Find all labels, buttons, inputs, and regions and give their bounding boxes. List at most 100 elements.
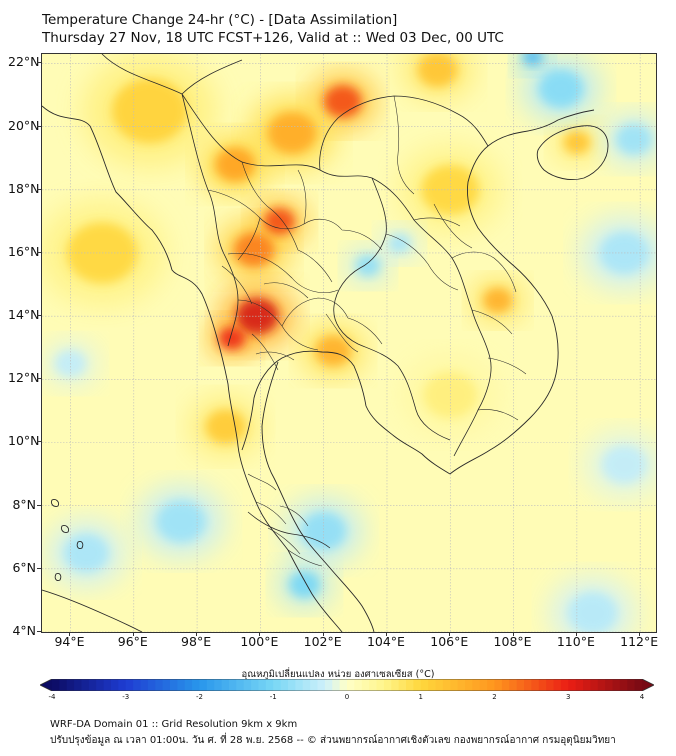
colorbar-cell	[605, 679, 613, 691]
lon-tick	[69, 632, 71, 636]
colorbar-cell	[317, 679, 326, 691]
colorbar-cell	[391, 679, 400, 691]
colorbar-cell	[487, 679, 495, 691]
colorbar-cell	[184, 679, 193, 691]
colorbar-tick-label: 2	[492, 693, 497, 701]
warm-anomaly-core	[218, 326, 246, 350]
colorbar-tick-label: -4	[48, 693, 56, 701]
colorbar-cell	[214, 679, 223, 691]
colorbar-tick-label: -3	[122, 693, 130, 701]
colorbar-cell	[339, 679, 348, 691]
lon-label: 98°E	[181, 634, 212, 649]
cool-anomaly-core	[568, 592, 618, 632]
lon-tick	[259, 632, 261, 636]
cool-anomaly-core	[156, 500, 206, 543]
lat-label: 18°N	[8, 180, 40, 196]
lat-tick	[37, 188, 41, 190]
lat-label: 14°N	[8, 307, 40, 323]
colorbar-cell	[494, 679, 503, 691]
colorbar-tick-label: 0	[344, 693, 350, 701]
colorbar-cell	[546, 679, 554, 691]
cool-anomaly-core	[301, 511, 346, 550]
coastlines-and-borders	[42, 54, 609, 632]
colorbar-cell	[450, 679, 459, 691]
cool-anomaly-core	[289, 571, 321, 598]
colorbar-cell	[206, 679, 215, 691]
colorbar-cell	[406, 679, 414, 691]
colorbar-cell	[376, 679, 385, 691]
colorbar-cells	[40, 679, 654, 691]
warm-anomaly-core	[111, 78, 188, 144]
cool-anomaly-core	[355, 255, 381, 277]
colorbar-cell	[81, 679, 90, 691]
colorbar-cell	[229, 679, 237, 691]
lon-tick	[196, 632, 198, 636]
colorbar-cell	[612, 679, 621, 691]
coastline-sumatra	[42, 589, 143, 632]
lat-tick	[37, 378, 41, 380]
temperature-change-map	[41, 53, 657, 633]
colorbar	[40, 679, 654, 691]
colorbar-cell	[597, 679, 606, 691]
colorbar-tick-label: -1	[269, 693, 277, 701]
colorbar-cell	[472, 679, 481, 691]
colorbar-cell	[147, 679, 156, 691]
coastline-vietnam	[449, 109, 595, 475]
lat-tick	[37, 567, 41, 569]
colorbar-cell	[103, 679, 112, 691]
colorbar-cell	[258, 679, 267, 691]
lat-tick	[37, 125, 41, 127]
lat-label: 10°N	[8, 433, 40, 449]
colorbar-tick-label: -2	[196, 693, 203, 701]
colorbar-cell	[243, 679, 252, 691]
colorbar-cell	[155, 679, 164, 691]
colorbar-cell	[302, 679, 311, 691]
colorbar-cell	[560, 679, 569, 691]
lat-tick	[37, 62, 41, 64]
coastline-gulf	[241, 350, 451, 632]
lon-tick	[322, 632, 324, 636]
colorbar-cell	[457, 679, 466, 691]
colorbar-cell	[310, 679, 318, 691]
colorbar-cell	[273, 679, 282, 691]
colorbar-cell	[177, 679, 186, 691]
lon-label: 96°E	[117, 634, 148, 649]
colorbar-cell	[88, 679, 97, 691]
colorbar-extend-low	[40, 679, 52, 691]
colorbar-cell	[553, 679, 562, 691]
anomaly-field	[42, 54, 656, 632]
colorbar-cell	[170, 679, 178, 691]
colorbar-cell	[590, 679, 599, 691]
colorbar-cell	[383, 679, 392, 691]
colorbar-cell	[324, 679, 333, 691]
warm-anomaly-core	[417, 54, 458, 87]
colorbar-cell	[479, 679, 488, 691]
colorbar-cell	[199, 679, 208, 691]
colorbar-cell	[568, 679, 577, 691]
warm-anomaly-core	[267, 112, 317, 154]
warm-anomaly-core	[205, 409, 246, 444]
colorbar-extend-high	[642, 679, 654, 691]
cool-anomaly-core	[522, 54, 543, 66]
colorbar-cell	[192, 679, 200, 691]
cool-anomaly-core	[616, 124, 652, 155]
lat-tick	[37, 315, 41, 317]
colorbar-cell	[236, 679, 245, 691]
graticule	[42, 54, 656, 632]
colorbar-cell	[111, 679, 119, 691]
map-svg	[42, 54, 656, 632]
lon-tick	[639, 632, 641, 636]
colorbar-cell	[332, 679, 341, 691]
lat-tick	[37, 631, 41, 632]
lon-tick	[575, 632, 577, 636]
lon-tick	[385, 632, 387, 636]
colorbar-cell	[428, 679, 436, 691]
colorbar-cell	[583, 679, 591, 691]
colorbar-cell	[465, 679, 473, 691]
colorbar-cell	[369, 679, 377, 691]
colorbar-cell	[524, 679, 532, 691]
lat-tick	[37, 441, 41, 443]
lon-label: 106°E	[430, 634, 469, 649]
colorbar-cell	[420, 679, 429, 691]
lon-label: 110°E	[556, 634, 595, 649]
